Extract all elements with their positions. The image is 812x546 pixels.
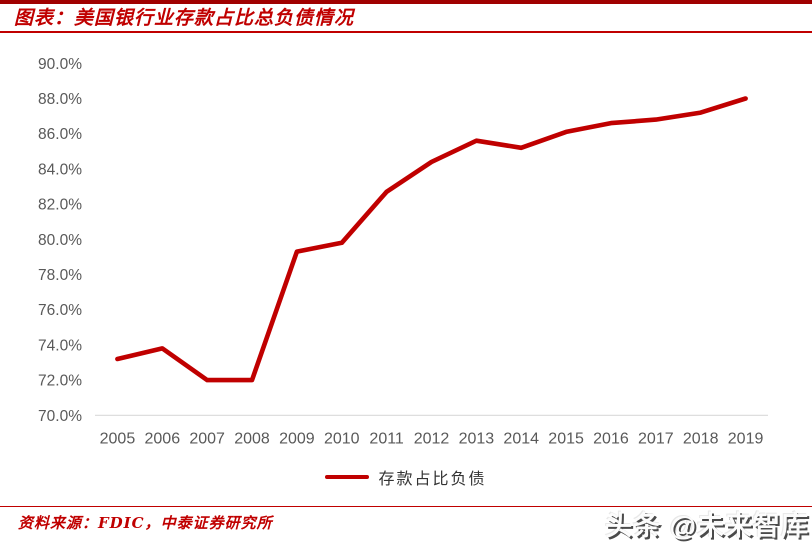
y-axis-tick-label: 88.0% bbox=[38, 91, 82, 108]
x-axis-tick-label: 2006 bbox=[145, 430, 181, 447]
legend-label: 存款占比负债 bbox=[378, 469, 487, 488]
y-axis-tick-label: 82.0% bbox=[38, 197, 82, 214]
x-axis-tick-label: 2012 bbox=[414, 430, 450, 447]
x-axis-tick-label: 2018 bbox=[683, 430, 719, 447]
x-axis-tick-label: 2014 bbox=[503, 430, 539, 447]
y-axis-tick-label: 76.0% bbox=[38, 302, 82, 319]
x-axis-tick-label: 2010 bbox=[324, 430, 360, 447]
chart-legend: 存款占比负债 bbox=[0, 466, 812, 488]
x-axis-tick-label: 2011 bbox=[369, 430, 404, 447]
x-axis-tick-label: 2009 bbox=[279, 430, 315, 447]
y-axis-tick-label: 90.0% bbox=[38, 56, 82, 73]
footer-divider bbox=[0, 506, 812, 507]
y-axis-tick-label: 86.0% bbox=[38, 126, 82, 143]
x-axis-tick-label: 2016 bbox=[593, 430, 629, 447]
y-axis-tick-label: 80.0% bbox=[38, 232, 82, 249]
figure-title-row: 图表：美国银行业存款占比总负债情况 bbox=[0, 4, 812, 33]
series-line-存款占比负债 bbox=[115, 96, 748, 383]
figure-title: 图表：美国银行业存款占比总负债情况 bbox=[14, 7, 355, 29]
top-accent-bar bbox=[0, 0, 812, 4]
x-axis-tick-label: 2013 bbox=[459, 430, 495, 447]
x-axis-tick-label: 2007 bbox=[189, 430, 225, 447]
y-axis-tick-label: 70.0% bbox=[38, 408, 82, 425]
y-axis-tick-label: 72.0% bbox=[38, 373, 82, 390]
y-axis-tick-label: 84.0% bbox=[38, 161, 82, 178]
y-axis-tick-label: 78.0% bbox=[38, 267, 82, 284]
x-axis-tick-label: 2017 bbox=[638, 430, 674, 447]
source-text: 资料来源：FDIC，中泰证券研究所 bbox=[18, 514, 273, 532]
y-axis-tick-label: 74.0% bbox=[38, 337, 82, 354]
watermark-text: 头条 @未来智库 bbox=[605, 511, 809, 541]
x-axis-tick-label: 2008 bbox=[234, 430, 270, 447]
legend-line-swatch bbox=[325, 475, 370, 479]
x-axis-tick-label: 2005 bbox=[100, 430, 136, 447]
x-axis-tick-label: 2019 bbox=[728, 430, 764, 447]
x-axis-tick-label: 2015 bbox=[548, 430, 584, 447]
